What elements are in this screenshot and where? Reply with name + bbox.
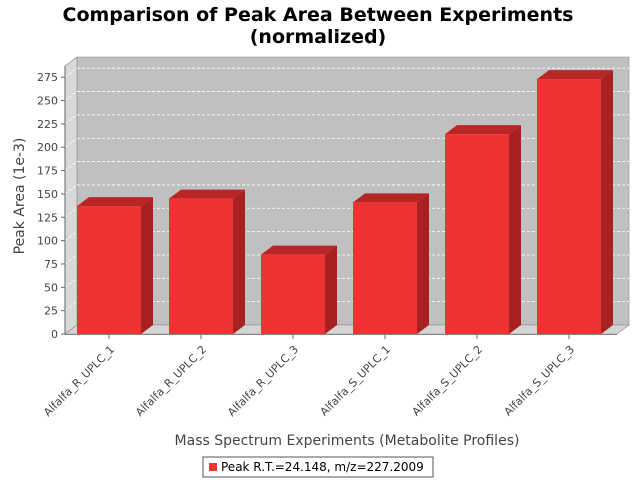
bar-side: [601, 70, 613, 334]
bar: [169, 198, 233, 334]
legend: Peak R.T.=24.148, m/z=227.2009: [202, 456, 434, 478]
x-tick-label: Alfalfa_S_UPLC_1: [318, 343, 394, 419]
bar-side: [417, 193, 429, 334]
gridline-wall: [64, 301, 78, 311]
y-tick-label: 75: [44, 258, 58, 271]
x-tick-label: Alfalfa_S_UPLC_2: [410, 343, 486, 419]
bar: [445, 134, 509, 334]
bar-top: [261, 245, 337, 255]
bar-side: [509, 125, 521, 335]
bar: [537, 79, 601, 334]
plot-left-wall: [64, 56, 78, 335]
y-axis-label: Peak Area (1e-3): [12, 138, 28, 255]
x-axis-label: Mass Spectrum Experiments (Metabolite Pr…: [175, 433, 520, 449]
x-tick-label: Alfalfa_R_UPLC_1: [41, 343, 117, 419]
gridline-wall: [64, 91, 78, 101]
y-tick-label: 275: [37, 71, 58, 84]
legend-swatch: [209, 463, 217, 471]
gridline-wall: [64, 184, 78, 195]
y-tick-label: 250: [37, 95, 58, 108]
y-tick-label: 100: [37, 235, 58, 248]
y-tick-label: 125: [37, 211, 58, 224]
y-tick-label: 225: [37, 118, 58, 131]
bar-top: [445, 125, 521, 135]
legend-box: [202, 456, 434, 478]
bar-side: [233, 189, 245, 334]
bar: [77, 206, 141, 334]
gridline-wall: [64, 67, 78, 78]
bar: [261, 254, 325, 334]
y-tick-label: 0: [51, 328, 58, 341]
y-tick-label: 175: [37, 165, 58, 178]
y-tick-label: 50: [44, 281, 58, 294]
bar-top: [77, 197, 153, 207]
gridline-wall: [64, 207, 78, 218]
x-tick-label: Alfalfa_R_UPLC_2: [133, 343, 209, 419]
bar: [353, 202, 417, 334]
gridline-wall: [64, 161, 78, 171]
chart-subtitle: (normalized): [250, 26, 387, 48]
y-tick-label: 200: [37, 141, 58, 154]
gridline-wall: [64, 114, 78, 125]
bar-side: [141, 197, 153, 334]
gridline-wall: [64, 254, 78, 265]
chart-title: Comparison of Peak Area Between Experime…: [63, 4, 574, 26]
y-tick-label: 150: [37, 188, 58, 201]
legend-label: Peak R.T.=24.148, m/z=227.2009: [221, 460, 424, 474]
bar-top: [353, 193, 429, 203]
x-tick-label: Alfalfa_S_UPLC_3: [502, 343, 578, 419]
gridline-wall: [64, 231, 78, 241]
gridline-wall: [64, 277, 78, 288]
bar-top: [169, 189, 245, 199]
bar-side: [325, 245, 337, 334]
x-tick-label: Alfalfa_R_UPLC_3: [225, 343, 301, 419]
plot-area: 0 25 50 75 100 125 150 175 200 225 250 275 Alfalfa_R…: [37, 56, 630, 419]
bar-top: [537, 70, 613, 80]
gridline-wall: [64, 137, 78, 148]
y-tick-label: 25: [44, 305, 58, 318]
